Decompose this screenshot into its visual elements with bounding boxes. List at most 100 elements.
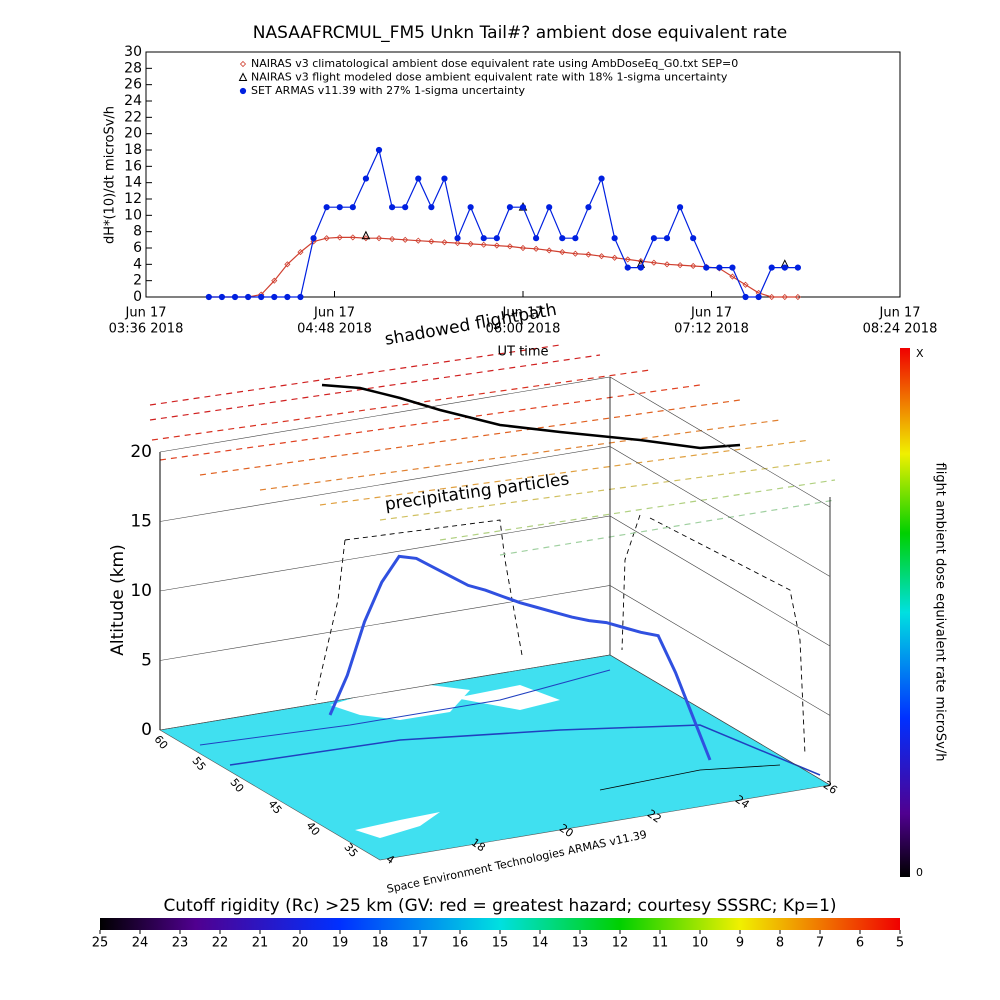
- y-tick-label: 18: [124, 142, 142, 158]
- rigidity-tick-label: 20: [292, 936, 309, 951]
- data-point: [258, 293, 265, 301]
- rigidity-label: Cutoff rigidity (Rc) >25 km (GV: red = g…: [163, 896, 836, 916]
- legend-marker: [238, 72, 248, 81]
- y-tick-label: 0: [133, 289, 142, 305]
- legend-label: NAIRAS v3 climatological ambient dose eq…: [251, 57, 738, 70]
- y-tick-label: 26: [124, 77, 142, 93]
- y-tick-label: 12: [124, 191, 142, 207]
- data-point: [703, 264, 710, 271]
- data-point: [349, 234, 356, 241]
- data-point: [663, 261, 671, 268]
- data-point: [402, 236, 409, 243]
- data-point: [755, 293, 762, 301]
- data-point: [690, 262, 697, 270]
- series-line: [208, 148, 798, 298]
- annotation: precipitating particles: [384, 469, 571, 515]
- colorbar: [900, 348, 910, 877]
- legend-label: SET ARMAS v11.39 with 27% 1-sigma uncert…: [251, 84, 525, 97]
- data-point: [493, 242, 500, 249]
- data-point: [454, 235, 461, 242]
- grid-line: [159, 446, 831, 577]
- data-point: [611, 235, 618, 242]
- legend-label: NAIRAS v3 flight modeled dose ambient eq…: [251, 71, 728, 84]
- rigidity-tick-label: 12: [612, 936, 629, 951]
- y-tick-label: 2: [133, 273, 142, 289]
- shadow-curtain: [314, 514, 806, 756]
- data-point: [467, 204, 474, 211]
- data-point: [519, 204, 527, 211]
- z-axis-label: Altitude (km): [108, 544, 128, 656]
- rigidity-tick-label: 13: [572, 936, 589, 951]
- x-tick-label: Jun 17: [125, 306, 167, 321]
- rigidity-tick-label: 25: [92, 936, 109, 951]
- data-point: [663, 235, 671, 242]
- data-point: [336, 234, 343, 241]
- data-point: [480, 235, 487, 242]
- rigidity-tick-label: 22: [212, 936, 229, 951]
- rigidity-tick-label: 16: [452, 936, 469, 951]
- z-tick-label: 20: [130, 442, 152, 462]
- grid-line: [159, 515, 831, 647]
- data-point: [375, 235, 383, 242]
- data-point: [624, 256, 631, 263]
- data-point: [624, 264, 631, 271]
- y-tick-label: 22: [124, 109, 142, 125]
- ground-track: [321, 383, 741, 450]
- data-point: [637, 264, 644, 271]
- rigidity-tick-label: 5: [896, 936, 904, 951]
- data-point: [585, 204, 592, 211]
- data-point: [284, 293, 291, 301]
- data-point: [768, 264, 775, 271]
- map-floor: [159, 654, 831, 861]
- y-tick-label: 24: [124, 93, 142, 109]
- data-point: [729, 273, 736, 280]
- x-tick-label: Jun 17: [502, 306, 544, 321]
- data-point: [768, 293, 775, 301]
- rigidity-bar: [100, 918, 900, 930]
- rigidity-tick-label: 6: [856, 936, 864, 951]
- data-point: [388, 204, 396, 211]
- data-point: [441, 175, 448, 182]
- particle-layer: [149, 344, 836, 556]
- data-point: [428, 238, 435, 245]
- rigidity-tick-label: 9: [736, 936, 744, 951]
- data-point: [415, 237, 422, 244]
- data-point: [428, 204, 435, 211]
- data-point: [585, 251, 592, 258]
- data-point: [506, 204, 514, 211]
- data-point: [349, 204, 356, 211]
- grid-line: [159, 654, 831, 786]
- data-point: [650, 259, 657, 266]
- data-point: [323, 204, 330, 211]
- data-point: [454, 240, 461, 247]
- data-point: [297, 249, 304, 256]
- data-point: [611, 254, 618, 261]
- series-line: [208, 236, 798, 298]
- rigidity-tick-label: 24: [132, 936, 149, 951]
- rigidity-tick-label: 19: [332, 936, 349, 951]
- x-axis-label: UT time: [498, 345, 549, 360]
- data-point: [218, 293, 226, 301]
- data-point: [245, 293, 252, 301]
- rigidity-tick-label: 10: [692, 936, 709, 951]
- y-tick-label: 16: [124, 158, 142, 174]
- y-tick-label: 6: [133, 240, 142, 256]
- data-point: [546, 204, 553, 211]
- data-point: [794, 264, 801, 271]
- rigidity-tick-label: 23: [172, 936, 189, 951]
- data-point: [361, 230, 371, 240]
- x-tick-label: 06:00 2018: [486, 322, 561, 337]
- data-point: [389, 235, 396, 243]
- z-tick-label: 10: [130, 581, 152, 601]
- data-point: [559, 235, 566, 242]
- colorbar-label: flight ambient dose equivalent rate micr…: [933, 463, 948, 762]
- rigidity-tick-label: 14: [532, 936, 549, 951]
- data-point: [598, 253, 605, 260]
- data-point: [650, 235, 658, 242]
- data-point: [362, 175, 370, 182]
- data-point: [271, 293, 278, 301]
- x-tick-label: Jun 17: [879, 306, 921, 321]
- x-tick-label: Jun 17: [313, 306, 355, 321]
- data-point: [676, 204, 684, 211]
